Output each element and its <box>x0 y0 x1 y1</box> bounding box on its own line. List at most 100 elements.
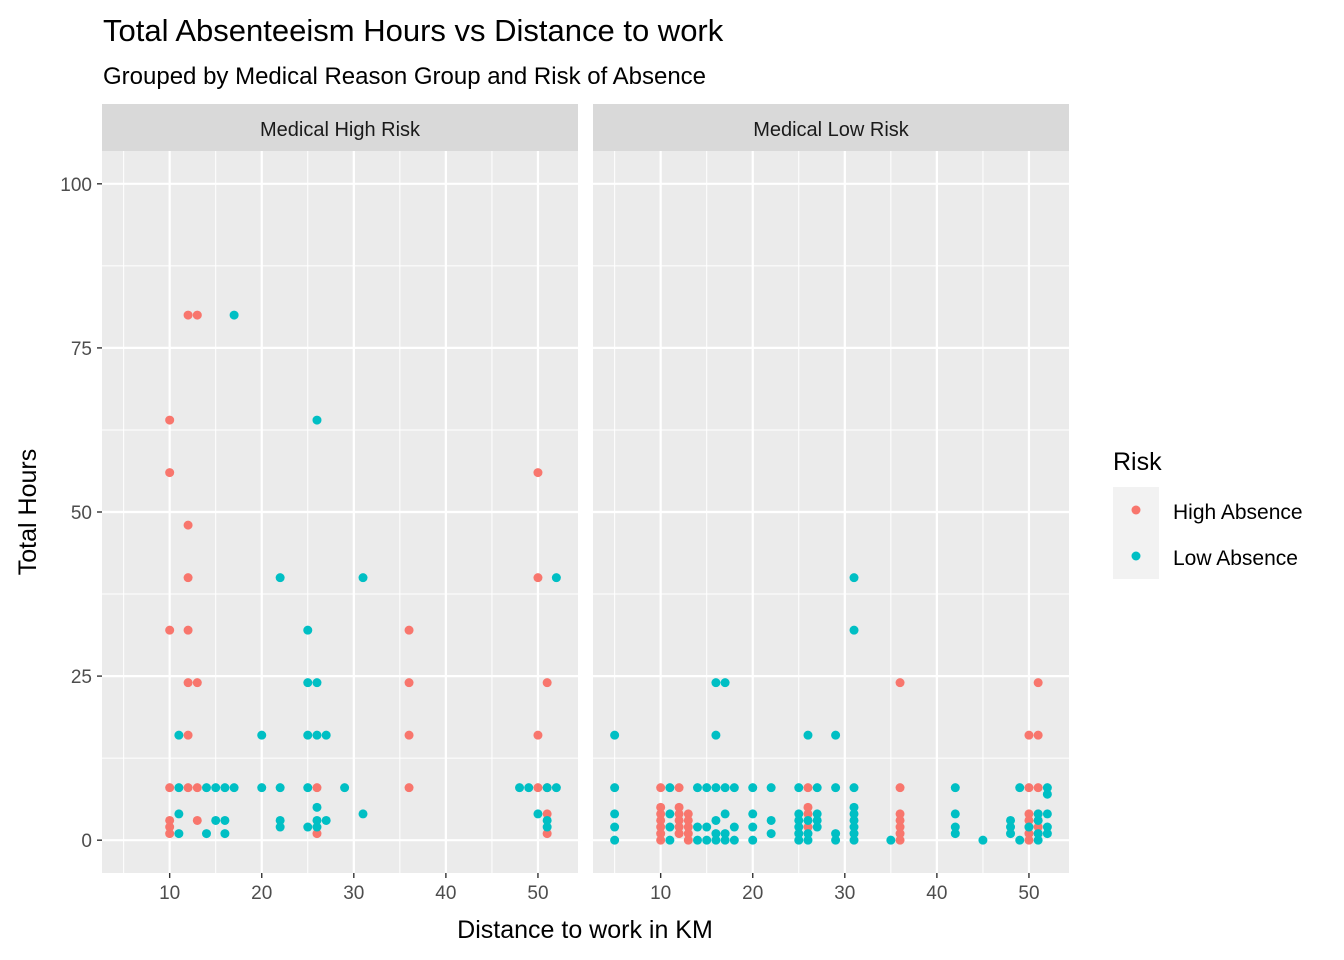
data-point <box>803 809 813 819</box>
data-point <box>831 783 841 793</box>
data-point <box>729 835 739 845</box>
data-point <box>720 783 730 793</box>
data-point <box>831 835 841 845</box>
data-point <box>656 783 666 793</box>
data-point <box>895 809 905 819</box>
data-point <box>165 783 175 793</box>
data-point <box>692 822 702 832</box>
data-point <box>312 415 322 425</box>
data-point <box>702 822 712 832</box>
data-point <box>748 822 758 832</box>
x-axis-title: Distance to work in KM <box>457 916 713 944</box>
data-point <box>656 815 666 825</box>
data-point <box>803 802 813 812</box>
data-point <box>1033 678 1043 688</box>
data-point <box>720 829 730 839</box>
data-point <box>229 310 239 320</box>
data-point <box>192 783 202 793</box>
data-point <box>794 815 804 825</box>
data-point <box>1024 822 1034 832</box>
data-point <box>220 815 230 825</box>
data-point <box>183 573 193 583</box>
y-axis-title: Total Hours <box>14 449 42 575</box>
data-point <box>674 815 684 825</box>
x-tick-label: 40 <box>926 883 947 904</box>
data-point <box>275 815 285 825</box>
data-point <box>312 678 322 688</box>
chart-title: Total Absenteeism Hours vs Distance to w… <box>103 13 724 48</box>
data-point <box>610 835 620 845</box>
y-tick-label: 75 <box>71 339 92 360</box>
data-point <box>257 783 267 793</box>
data-point <box>766 815 776 825</box>
data-point <box>165 625 175 635</box>
x-tick-label: 30 <box>343 883 364 904</box>
data-point <box>831 730 841 740</box>
data-point <box>656 809 666 819</box>
data-point <box>849 829 859 839</box>
data-point <box>794 829 804 839</box>
data-point <box>674 822 684 832</box>
data-point <box>978 835 988 845</box>
data-point <box>312 802 322 812</box>
data-point <box>192 310 202 320</box>
data-point <box>711 815 721 825</box>
data-point <box>702 835 712 845</box>
data-point <box>1033 783 1043 793</box>
data-point <box>610 783 620 793</box>
data-point <box>1015 835 1025 845</box>
data-point <box>533 573 543 583</box>
data-point <box>720 809 730 819</box>
data-point <box>849 573 859 583</box>
data-point <box>849 625 859 635</box>
x-tick-label: 50 <box>1018 883 1039 904</box>
data-point <box>720 835 730 845</box>
data-point <box>1042 809 1052 819</box>
data-point <box>303 783 313 793</box>
data-point <box>257 730 267 740</box>
data-point <box>275 783 285 793</box>
data-point <box>803 815 813 825</box>
legend-label-high-absence: High Absence <box>1173 501 1303 524</box>
data-point <box>340 783 350 793</box>
series-low-absence <box>174 310 561 839</box>
series-low-absence <box>610 573 1052 845</box>
data-point <box>404 625 414 635</box>
data-point <box>312 829 322 839</box>
data-point <box>812 783 822 793</box>
data-point <box>1042 829 1052 839</box>
data-point <box>533 809 543 819</box>
data-point <box>1042 789 1052 799</box>
legend-label-low-absence: Low Absence <box>1173 547 1298 570</box>
chart-subtitle: Grouped by Medical Reason Group and Risk… <box>103 63 706 90</box>
data-point <box>404 730 414 740</box>
data-point <box>542 815 552 825</box>
data-point <box>895 822 905 832</box>
data-point <box>183 730 193 740</box>
data-point <box>542 809 552 819</box>
data-point <box>702 783 712 793</box>
data-point <box>794 783 804 793</box>
data-point <box>692 783 702 793</box>
data-point <box>165 815 175 825</box>
legend-key-low-absence <box>1131 551 1141 561</box>
data-point <box>358 573 368 583</box>
data-point <box>533 468 543 478</box>
data-point <box>610 822 620 832</box>
data-point <box>321 815 331 825</box>
data-point <box>656 802 666 812</box>
data-point <box>1033 822 1043 832</box>
data-point <box>174 829 184 839</box>
data-point <box>950 822 960 832</box>
data-point <box>275 573 285 583</box>
data-point <box>1033 829 1043 839</box>
data-point <box>711 678 721 688</box>
data-point <box>183 678 193 688</box>
data-point <box>542 822 552 832</box>
facet-strip-label: Medical Low Risk <box>753 119 910 141</box>
x-tick-label: 20 <box>742 883 763 904</box>
facet-strip-label: Medical High Risk <box>260 119 421 141</box>
data-point <box>1042 783 1052 793</box>
